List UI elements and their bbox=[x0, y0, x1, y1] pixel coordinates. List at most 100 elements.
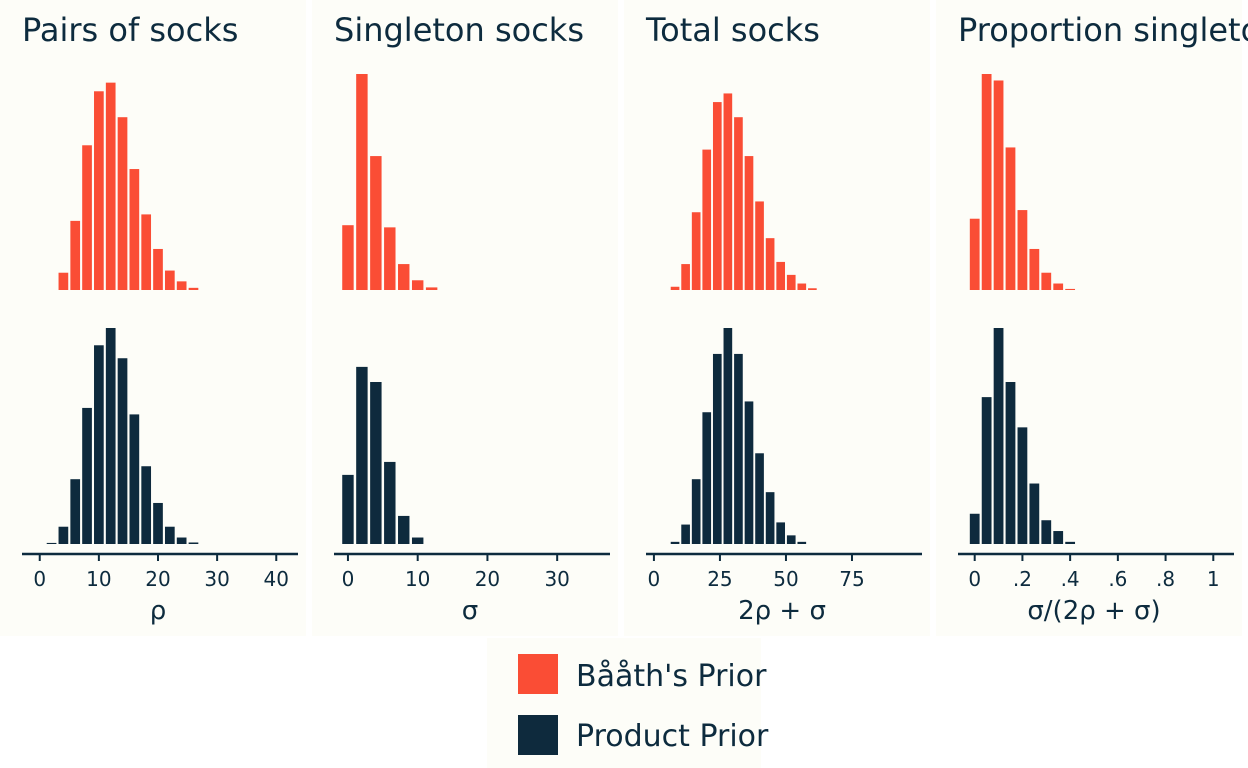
bar bbox=[105, 82, 116, 290]
bar bbox=[384, 461, 396, 544]
bar bbox=[723, 93, 733, 290]
bar bbox=[370, 156, 382, 290]
bar bbox=[141, 466, 152, 544]
x-tick-label: 50 bbox=[773, 567, 798, 591]
panel-background bbox=[0, 0, 306, 636]
bar bbox=[58, 272, 69, 290]
x-tick-label: 25 bbox=[707, 567, 732, 591]
bar bbox=[776, 261, 786, 290]
bar bbox=[398, 515, 410, 544]
bar bbox=[94, 91, 104, 290]
series-baath-prior bbox=[670, 93, 817, 290]
x-tick-label: 40 bbox=[264, 567, 289, 591]
legend-label-baath: Bååth's Prior bbox=[576, 659, 767, 694]
bar bbox=[981, 74, 992, 290]
x-tick-label: 30 bbox=[204, 567, 229, 591]
bar bbox=[808, 288, 817, 290]
bar bbox=[702, 412, 712, 544]
bar bbox=[765, 492, 775, 544]
bar bbox=[1029, 248, 1040, 290]
bar bbox=[356, 366, 368, 544]
x-tick-label: 0 bbox=[968, 567, 981, 591]
bar bbox=[164, 270, 175, 290]
bar bbox=[141, 214, 152, 290]
bar bbox=[70, 479, 81, 544]
x-tick-label: 0 bbox=[342, 567, 355, 591]
bar bbox=[342, 225, 354, 290]
bar bbox=[129, 414, 140, 544]
bar bbox=[702, 149, 712, 290]
x-axis-title: σ/(2ρ + σ) bbox=[1027, 596, 1160, 626]
bar bbox=[176, 537, 187, 544]
x-tick-label: 20 bbox=[145, 567, 170, 591]
panel-proportion: Proportion singletons 0 .2 .4 .6 .8 1 σ/(2ρ + σ… bbox=[936, 0, 1248, 636]
x-tick-label: 0 bbox=[648, 567, 661, 591]
bar bbox=[691, 212, 701, 290]
bar bbox=[1053, 531, 1064, 544]
x-tick-label: 75 bbox=[839, 567, 864, 591]
panel-singletons: Singleton socks 0 10 20 30 σ bbox=[312, 0, 618, 636]
series-product-prior bbox=[46, 328, 199, 544]
x-tick-label: .2 bbox=[1013, 567, 1032, 591]
bar bbox=[356, 74, 368, 290]
bar bbox=[712, 353, 722, 544]
bar bbox=[411, 537, 424, 544]
bar bbox=[744, 401, 754, 544]
bar bbox=[734, 353, 743, 544]
panel-title: Singleton socks bbox=[334, 11, 584, 49]
bar bbox=[58, 526, 69, 544]
bar bbox=[1017, 427, 1028, 544]
x-tick-label: 0 bbox=[33, 567, 46, 591]
bar bbox=[734, 117, 743, 290]
bar bbox=[153, 502, 163, 544]
panel-title: Pairs of socks bbox=[22, 11, 238, 49]
legend: Bååth's Prior Product Prior bbox=[487, 638, 769, 768]
bar bbox=[797, 541, 807, 544]
x-tick-label: 10 bbox=[86, 567, 111, 591]
bar bbox=[691, 479, 701, 544]
bar bbox=[82, 145, 92, 290]
legend-swatch-product bbox=[518, 715, 558, 755]
bar bbox=[188, 542, 199, 544]
bar bbox=[786, 535, 796, 544]
panel-total: Total socks 0 25 50 75 2ρ + σ bbox=[624, 0, 930, 636]
bar bbox=[1041, 272, 1052, 290]
bar bbox=[188, 287, 199, 290]
bar bbox=[153, 248, 163, 290]
bar bbox=[1005, 382, 1016, 544]
bar bbox=[176, 281, 187, 290]
series-product-prior bbox=[342, 366, 424, 544]
x-tick-label: 10 bbox=[405, 567, 430, 591]
bar bbox=[681, 524, 690, 544]
bar bbox=[411, 280, 424, 290]
legend-label-product: Product Prior bbox=[576, 719, 769, 754]
bar bbox=[82, 407, 92, 544]
bar bbox=[117, 117, 128, 290]
x-axis-title: 2ρ + σ bbox=[738, 596, 826, 626]
x-tick-label: 1 bbox=[1207, 567, 1220, 591]
bar bbox=[164, 526, 175, 544]
bar bbox=[755, 453, 764, 544]
x-tick-label: 30 bbox=[544, 567, 569, 591]
bar bbox=[786, 274, 796, 290]
bar bbox=[94, 345, 104, 544]
bar bbox=[993, 328, 1004, 544]
bar bbox=[670, 286, 680, 290]
legend-swatch-baath bbox=[518, 654, 558, 694]
bar bbox=[981, 397, 992, 544]
series-product-prior bbox=[969, 328, 1076, 544]
bar bbox=[670, 541, 680, 544]
panel-pairs: Pairs of socks 0 10 20 30 40 ρ bbox=[0, 0, 306, 636]
bar bbox=[797, 283, 807, 290]
bar bbox=[1065, 541, 1076, 544]
bar bbox=[105, 328, 116, 544]
bar bbox=[117, 358, 128, 544]
panel-title: Proportion singletons bbox=[958, 11, 1248, 49]
bar bbox=[1017, 210, 1028, 290]
bar bbox=[384, 227, 396, 290]
bar bbox=[370, 382, 382, 544]
series-product-prior bbox=[670, 328, 807, 544]
bar bbox=[744, 156, 754, 290]
